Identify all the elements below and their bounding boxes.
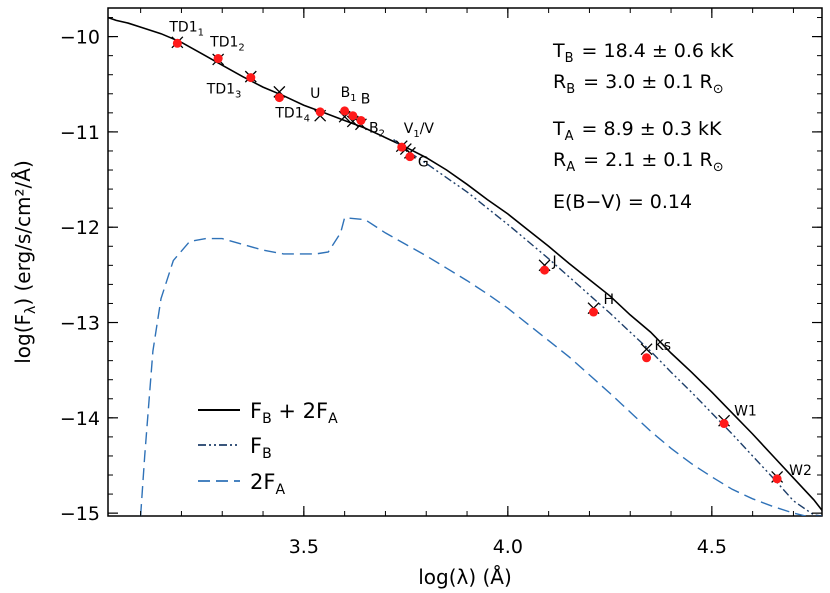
legend-entry-fb: FB bbox=[250, 434, 272, 462]
y-tick-label-1: −11 bbox=[60, 122, 100, 144]
y-tick-label-5: −15 bbox=[60, 503, 100, 525]
observed-point-7 bbox=[356, 115, 366, 125]
observed-label-5: B1 bbox=[341, 85, 357, 104]
x-tick-label-2: 4.5 bbox=[697, 536, 727, 558]
legend-entry-fb-2fa: FB + 2FA bbox=[250, 399, 338, 427]
y-tick-label-0: −10 bbox=[60, 27, 100, 49]
series-layer bbox=[108, 16, 822, 516]
observed-point-8 bbox=[397, 142, 407, 152]
observed-label-13: W1 bbox=[734, 404, 757, 420]
observed-point-12 bbox=[642, 353, 652, 363]
observed-label-6: B bbox=[361, 92, 371, 108]
series-line-2 bbox=[139, 216, 806, 516]
param-ra: RA = 2.1 ± 0.1 R⊙ bbox=[553, 149, 724, 175]
observed-point-1 bbox=[213, 54, 223, 64]
model-mark-13 bbox=[640, 343, 653, 356]
observed-point-0 bbox=[172, 38, 182, 48]
series-line-1 bbox=[393, 138, 822, 516]
observed-label-14: W2 bbox=[789, 463, 812, 479]
observed-label-7: B2 bbox=[369, 120, 385, 139]
observed-label-9: G bbox=[418, 155, 429, 171]
observed-point-5 bbox=[340, 106, 350, 116]
observed-label-3: TD14 bbox=[274, 106, 310, 125]
observed-point-13 bbox=[719, 419, 729, 429]
observed-point-6 bbox=[348, 111, 358, 121]
param-rb: RB = 3.0 ± 0.1 R⊙ bbox=[553, 71, 724, 97]
legend: FB + 2FA FB 2FA bbox=[198, 399, 338, 498]
observed-label-11: H bbox=[604, 292, 615, 308]
ticks-layer: 3.5 4.0 4.5 −10 −11 −12 −13 −14 −15 bbox=[60, 8, 822, 558]
observed-label-0: TD11 bbox=[168, 19, 204, 38]
observed-point-3 bbox=[274, 93, 284, 103]
observed-point-9 bbox=[405, 152, 415, 162]
param-ta: TA = 8.9 ± 0.3 kK bbox=[552, 118, 722, 144]
y-axis-title: log(Fλ) (erg/s/cm²/Å) bbox=[11, 160, 39, 364]
observed-point-2 bbox=[246, 73, 256, 83]
observed-point-4 bbox=[315, 107, 325, 117]
y-tick-label-4: −14 bbox=[60, 408, 100, 430]
observed-point-11 bbox=[589, 307, 599, 317]
plot-frame bbox=[107, 7, 823, 517]
parameters-block: TB = 18.4 ± 0.6 kK RB = 3.0 ± 0.1 R⊙ TA = 8… bbox=[552, 40, 734, 213]
param-ebv: E(B−V) = 0.14 bbox=[553, 191, 692, 213]
x-tick-label-0: 3.5 bbox=[289, 536, 319, 558]
observed-label-4: U bbox=[310, 86, 320, 102]
observed-label-2: TD13 bbox=[206, 82, 242, 101]
param-tb: TB = 18.4 ± 0.6 kK bbox=[552, 40, 734, 66]
observed-label-12: Ks bbox=[655, 338, 671, 354]
observed-label-1: TD12 bbox=[209, 35, 245, 54]
observed-label-10: J bbox=[552, 254, 557, 270]
x-axis-title: log(λ) (Å) bbox=[418, 565, 512, 589]
y-tick-label-2: −12 bbox=[60, 217, 100, 239]
observed-label-8: V1/V bbox=[404, 121, 435, 140]
series-line-0 bbox=[108, 16, 822, 511]
legend-entry-2fa: 2FA bbox=[250, 470, 285, 498]
x-tick-label-1: 4.0 bbox=[493, 536, 523, 558]
y-tick-label-3: −13 bbox=[60, 313, 100, 335]
observed-point-10 bbox=[540, 265, 550, 275]
observed-point-14 bbox=[772, 474, 782, 484]
